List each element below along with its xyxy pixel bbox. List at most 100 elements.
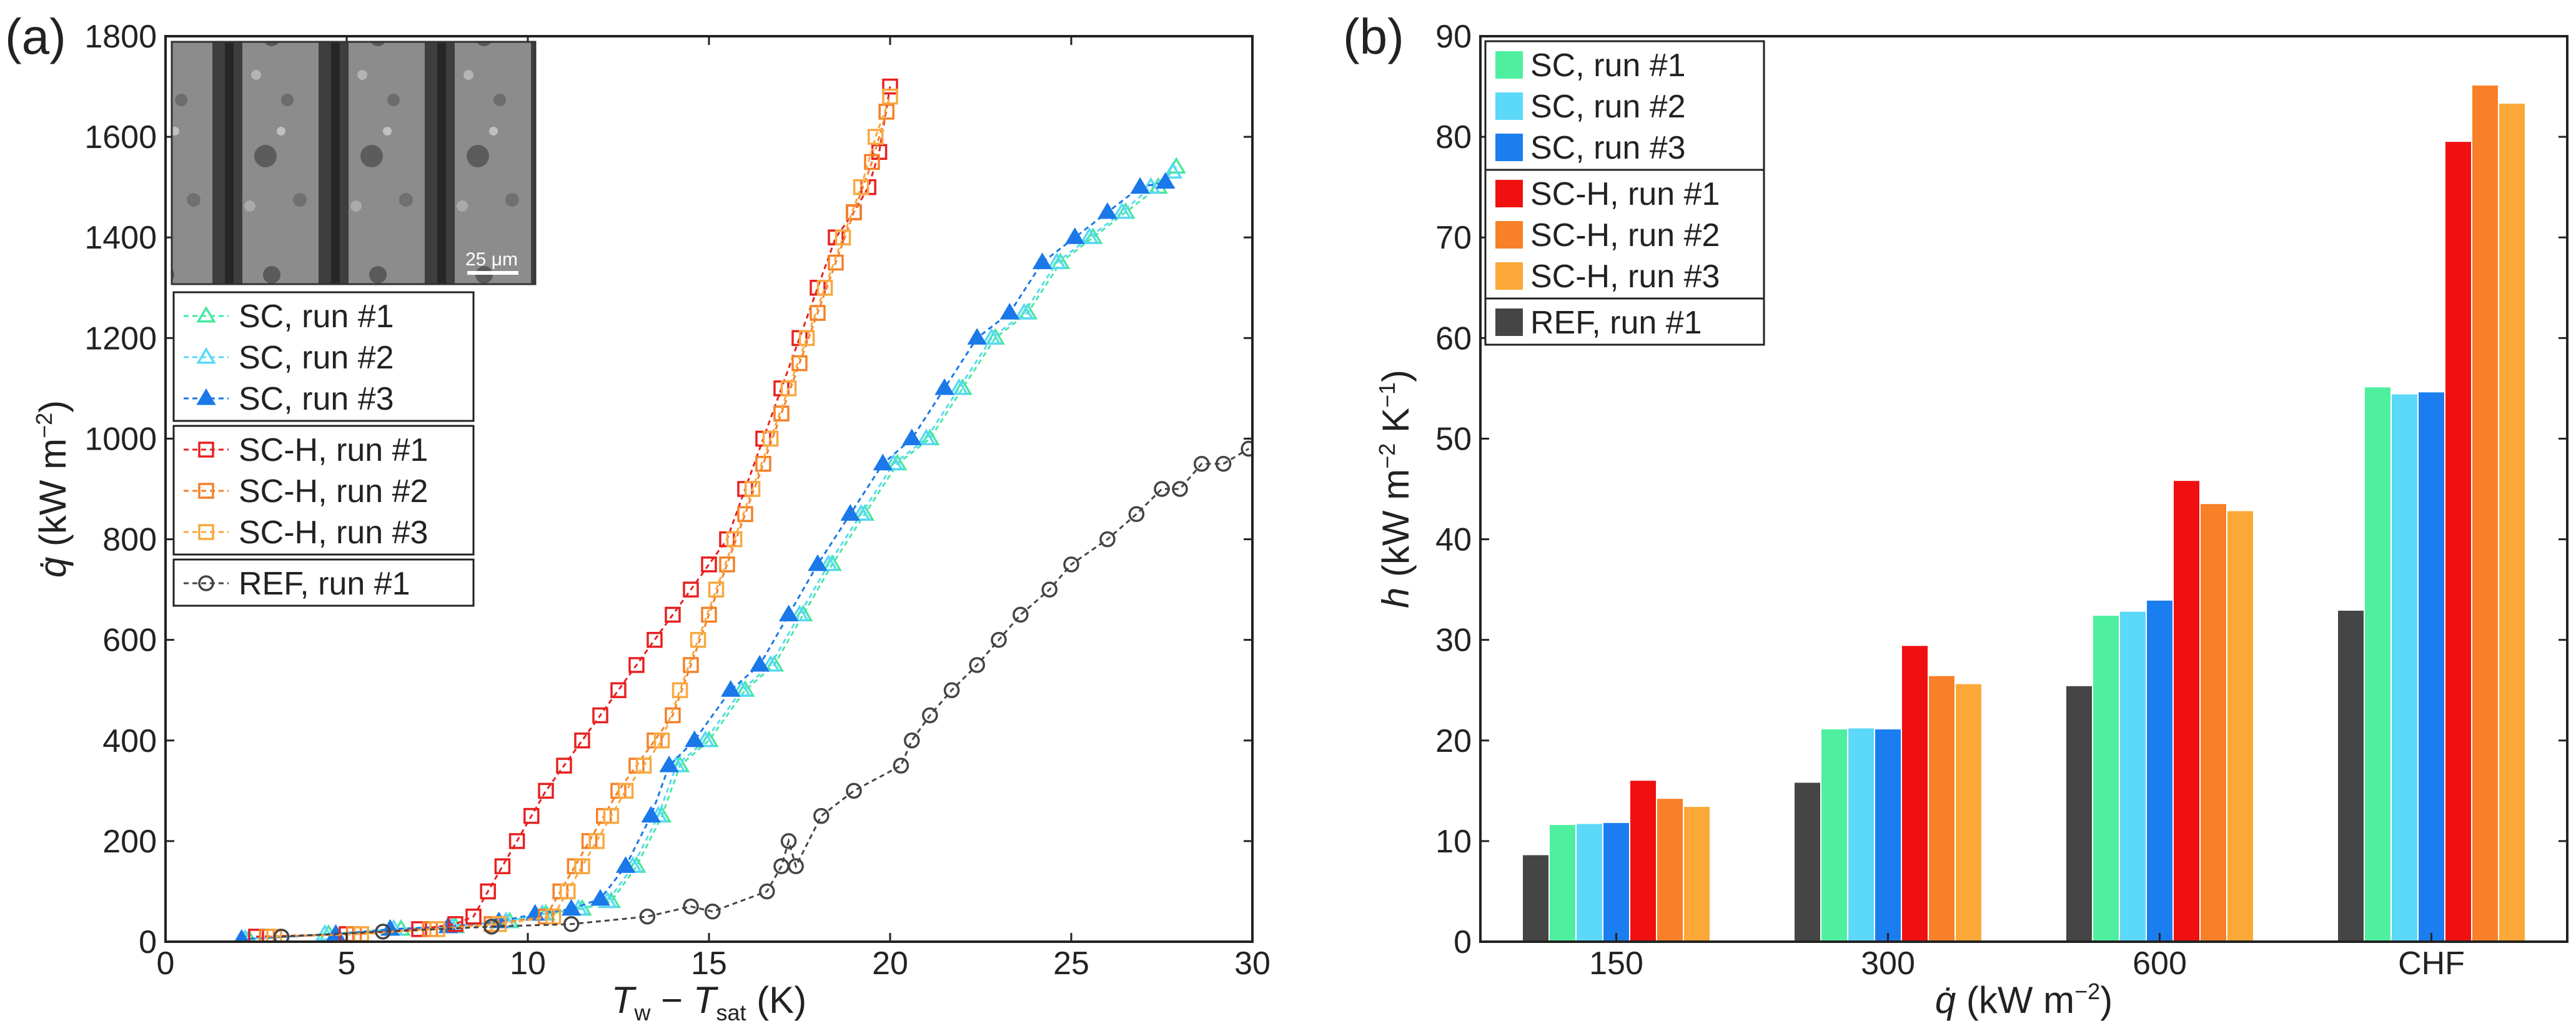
- bar-ref-run-1-chf: [2338, 610, 2364, 942]
- x-tick-label: 20: [872, 945, 908, 982]
- data-point: [1041, 581, 1058, 598]
- panel-a-axes-frame: [164, 35, 1254, 943]
- legend-label: SC-H, run #2: [239, 473, 428, 510]
- data-point: [315, 924, 335, 941]
- data-point: [683, 581, 699, 598]
- data-point: [617, 782, 634, 799]
- data-point: [523, 807, 540, 824]
- bar-ref-run-1-300: [1795, 782, 1820, 942]
- legend-entry-sc-run-3: SC, run #3: [184, 381, 394, 417]
- data-point: [560, 883, 576, 900]
- y-tick-label: 0: [1454, 924, 1472, 960]
- legend-swatch: [1495, 262, 1523, 290]
- data-point: [922, 707, 938, 724]
- data-point: [561, 899, 582, 916]
- data-point: [683, 657, 699, 673]
- data-point: [904, 733, 920, 749]
- data-point: [816, 280, 833, 296]
- legend-label: SC-H, run #2: [1530, 217, 1720, 254]
- legend-label: SC, run #3: [1530, 130, 1686, 166]
- x-tick-label: 5: [338, 945, 356, 982]
- legend-swatch: [1495, 134, 1523, 161]
- data-point: [1162, 162, 1183, 179]
- legend-entry-sc-h-run-2: SC-H, run #2: [184, 473, 428, 510]
- x-tick-label: 0: [157, 945, 175, 982]
- bar-sc-run-2-600: [2120, 611, 2146, 942]
- data-point: [574, 858, 590, 874]
- y-tick-label: 10: [1435, 824, 1472, 860]
- data-point: [248, 929, 264, 942]
- legend-entry-sc-run-2: SC, run #2: [1495, 89, 1686, 125]
- data-point: [639, 908, 656, 925]
- data-point: [780, 833, 797, 849]
- y-tick-label: 80: [1435, 119, 1472, 155]
- legend-entry-sc-run-2: SC, run #2: [184, 340, 394, 376]
- data-point: [835, 229, 851, 245]
- panel-a-label: (a): [5, 9, 66, 64]
- legend-box: [1484, 297, 1765, 346]
- data-point: [726, 531, 743, 548]
- bar-sc-run-1-150: [1550, 825, 1575, 942]
- series-line: [281, 448, 1249, 938]
- legend-marker: [198, 483, 214, 499]
- data-point: [1215, 455, 1232, 472]
- surface-micrograph-inset: 25 μm: [171, 41, 537, 285]
- bar-sc-run-3-150: [1603, 822, 1629, 942]
- data-point: [556, 757, 572, 774]
- legend-marker: [196, 347, 216, 364]
- data-point: [969, 657, 985, 673]
- data-point: [494, 858, 511, 874]
- y-tick-label: 200: [102, 824, 157, 860]
- legend-label: SC, run #2: [1530, 89, 1686, 125]
- data-point: [750, 654, 770, 672]
- legend-entry-sc-h-run-2: SC-H, run #2: [1495, 217, 1720, 254]
- bar-sc-h-run-3-300: [1956, 684, 1981, 942]
- x-tick-label: 150: [1589, 945, 1643, 982]
- data-point: [480, 883, 496, 900]
- legend-box: [1484, 169, 1765, 300]
- data-point: [999, 302, 1020, 320]
- bar-sc-h-run-2-150: [1657, 799, 1683, 942]
- data-point: [592, 707, 608, 724]
- data-point: [447, 916, 463, 932]
- data-point: [828, 254, 844, 271]
- series-sc-h-run-3: [266, 88, 898, 942]
- legend-label: SC, run #1: [1530, 47, 1686, 84]
- bar-sc-h-run-3-150: [1684, 807, 1710, 942]
- data-point: [1194, 455, 1210, 472]
- bar-sc-run-1-chf: [2365, 387, 2390, 942]
- legend-swatch: [1495, 221, 1523, 249]
- legend-label: SC-H, run #1: [1530, 176, 1720, 212]
- data-point: [590, 889, 610, 906]
- data-point: [690, 631, 706, 648]
- data-point: [538, 782, 554, 799]
- data-point: [1097, 202, 1117, 219]
- panel-a-y-axis-label: q̇ (kW m−2): [31, 400, 74, 578]
- data-point: [1065, 227, 1085, 244]
- y-tick-label: 70: [1435, 220, 1472, 256]
- y-tick-label: 1400: [84, 220, 157, 256]
- bar-sc-h-run-1-600: [2174, 481, 2199, 942]
- bar-sc-h-run-3-chf: [2499, 103, 2525, 942]
- data-point: [234, 929, 249, 942]
- data-point: [991, 631, 1007, 648]
- legend-label: SC, run #2: [239, 340, 394, 376]
- y-tick-label: 600: [102, 623, 157, 659]
- series-ref-run-1: [273, 440, 1252, 942]
- data-point: [1156, 172, 1176, 189]
- data-point: [665, 606, 681, 623]
- data-point: [1013, 606, 1029, 623]
- data-point: [721, 680, 741, 697]
- data-point: [719, 556, 735, 573]
- data-point: [798, 330, 815, 347]
- data-point: [731, 680, 751, 697]
- data-point: [563, 916, 580, 932]
- legend-entry-sc-h-run-1: SC-H, run #1: [184, 432, 428, 468]
- legend-label: SC, run #3: [239, 381, 394, 417]
- data-point: [1112, 202, 1132, 219]
- data-point: [788, 858, 804, 874]
- data-point: [701, 556, 717, 573]
- data-point: [893, 757, 909, 774]
- data-point: [760, 654, 781, 672]
